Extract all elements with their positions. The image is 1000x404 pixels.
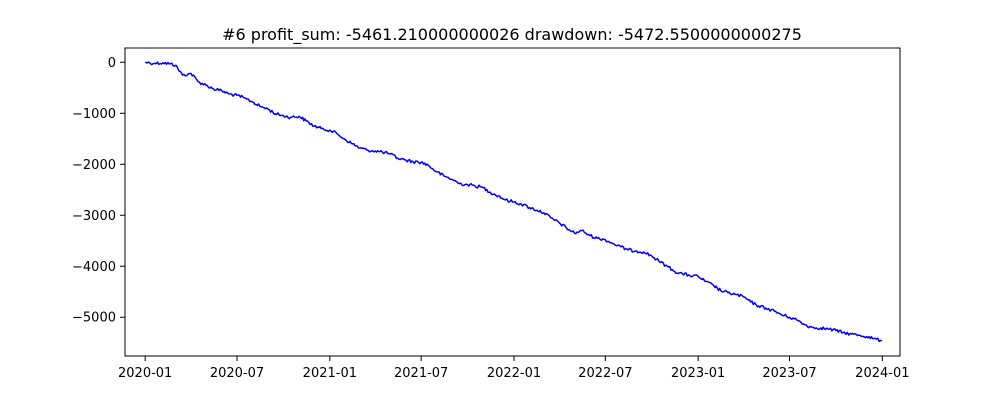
y-tick-label: −2000 [72,158,116,173]
y-axis: 0 −1000 −2000 −3000 −4000 −5000 [72,56,125,326]
y-tick-label: −1000 [72,107,116,122]
x-tick-label: 2020-01 [118,366,172,381]
y-tick-label: 0 [108,56,116,71]
plot-frame [124,47,901,357]
chart-title: #6 profit_sum: -5461.210000000026 drawdo… [222,25,802,45]
y-tick-label: −4000 [72,260,116,275]
x-tick-label: 2022-01 [487,366,541,381]
series-line [144,61,883,343]
y-tick-label: −5000 [72,311,116,326]
x-tick-label: 2021-01 [303,366,357,381]
x-tick-label: 2020-07 [210,366,264,381]
x-axis: 2020-01 2020-07 2021-01 2021-07 2022-01 2022-… [118,356,910,381]
x-tick-label: 2023-01 [671,366,725,381]
y-tick-label: −3000 [72,209,116,224]
x-tick-label: 2024-01 [855,366,909,381]
plot-area [144,61,883,343]
x-tick-label: 2022-07 [578,366,632,381]
x-tick-label: 2021-07 [394,366,448,381]
x-tick-label: 2023-07 [762,366,816,381]
